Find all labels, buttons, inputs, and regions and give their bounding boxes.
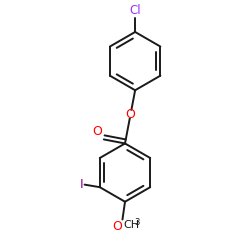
Text: O: O <box>126 108 136 121</box>
Text: I: I <box>80 178 83 191</box>
Text: CH: CH <box>124 220 140 230</box>
Text: O: O <box>93 125 102 138</box>
Text: 3: 3 <box>134 218 140 227</box>
Text: O: O <box>112 220 122 233</box>
Text: Cl: Cl <box>129 4 141 17</box>
